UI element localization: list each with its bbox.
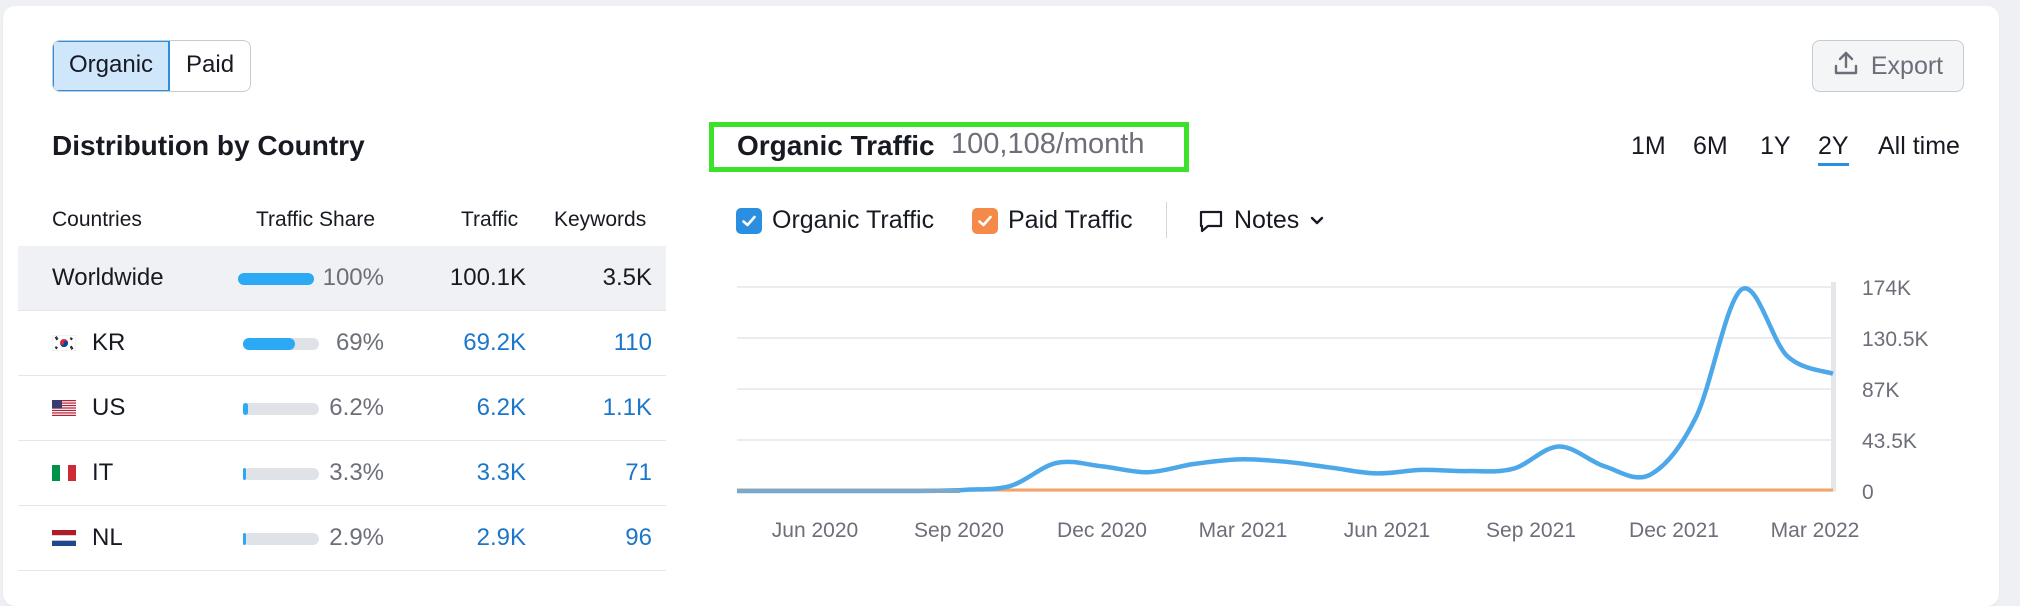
export-label: Export bbox=[1870, 51, 1944, 80]
country-name: KR bbox=[92, 329, 126, 356]
keywords-value[interactable]: 1.1K bbox=[602, 394, 652, 421]
table-row[interactable]: NL 2.9% 2.9K 96 bbox=[18, 506, 666, 571]
legend-organic[interactable]: Organic Traffic bbox=[736, 206, 934, 235]
traffic-value[interactable]: 6.2K bbox=[476, 394, 526, 421]
traffic-value[interactable]: 2.9K bbox=[476, 524, 526, 551]
legend-paid-label: Paid Traffic bbox=[1008, 206, 1133, 234]
organic-traffic-value: 100,108/month bbox=[951, 128, 1145, 160]
traffic-share-value: 2.9% bbox=[329, 524, 384, 551]
table-row[interactable]: US 6.2% 6.2K 1.1K bbox=[18, 376, 666, 441]
keywords-value[interactable]: 110 bbox=[613, 329, 652, 356]
y-tick-label: 87K bbox=[1862, 379, 1899, 402]
period-2y[interactable]: 2Y bbox=[1818, 132, 1849, 166]
comment-icon bbox=[1198, 208, 1224, 234]
keywords-value: 3.5K bbox=[602, 264, 652, 291]
distribution-title: Distribution by Country bbox=[52, 130, 365, 161]
x-tick-label: Sep 2021 bbox=[1486, 519, 1576, 542]
export-button[interactable]: Export bbox=[1812, 40, 1964, 92]
period-1y[interactable]: 1Y bbox=[1760, 132, 1791, 160]
country-name: Worldwide bbox=[52, 264, 164, 291]
y-tick-label: 0 bbox=[1862, 481, 1874, 504]
table-row[interactable]: IT 3.3% 3.3K 71 bbox=[18, 441, 666, 506]
legend-divider bbox=[1166, 202, 1167, 238]
country-name: IT bbox=[92, 459, 114, 486]
current-period-marker bbox=[1831, 282, 1836, 491]
tab-paid[interactable]: Paid bbox=[170, 41, 251, 91]
it-flag-icon bbox=[52, 465, 76, 481]
organic-traffic-title: Organic Traffic bbox=[737, 130, 935, 161]
x-tick-label: Dec 2021 bbox=[1629, 519, 1719, 542]
us-flag-icon bbox=[52, 400, 76, 416]
x-tick-label: Mar 2022 bbox=[1771, 519, 1860, 542]
y-tick-label: 130.5K bbox=[1862, 328, 1929, 351]
x-tick-label: Jun 2020 bbox=[772, 519, 858, 542]
nl-flag-icon bbox=[52, 530, 76, 546]
traffic-share-value: 3.3% bbox=[329, 459, 384, 486]
country-name: NL bbox=[92, 524, 123, 551]
row-worldwide[interactable]: Worldwide 100% 100.1K 3.5K bbox=[18, 246, 666, 311]
checkbox-checked-icon bbox=[736, 207, 762, 234]
col-traffic: Traffic bbox=[461, 208, 519, 231]
traffic-share-bar bbox=[243, 468, 319, 480]
tab-organic[interactable]: Organic bbox=[53, 41, 171, 91]
chevron-down-icon bbox=[1309, 215, 1325, 227]
traffic-share-bar bbox=[243, 533, 319, 545]
notes-dropdown[interactable]: Notes bbox=[1198, 206, 1325, 235]
traffic-share-bar bbox=[243, 403, 319, 415]
traffic-value: 100.1K bbox=[449, 264, 526, 291]
traffic-share-bar bbox=[243, 338, 319, 350]
table-row[interactable]: KR 69% 69.2K 110 bbox=[18, 311, 666, 376]
period-1m[interactable]: 1M bbox=[1631, 132, 1666, 160]
legend-organic-label: Organic Traffic bbox=[772, 206, 935, 234]
keywords-value[interactable]: 71 bbox=[625, 459, 652, 486]
organic-traffic-chart: 174K 130.5K 87K 43.5K 0 Jun 2020 Sep 2020 Dec 2… bbox=[736, 277, 1929, 542]
y-tick-label: 43.5K bbox=[1862, 430, 1917, 453]
upload-icon bbox=[1833, 50, 1859, 83]
x-tick-label: Dec 2020 bbox=[1057, 519, 1147, 542]
traffic-share-bar bbox=[238, 273, 314, 285]
legend-paid[interactable]: Paid Traffic bbox=[972, 206, 1133, 235]
col-traffic-share: Traffic Share bbox=[256, 208, 376, 231]
highlight-box bbox=[709, 122, 1189, 172]
traffic-share-value: 6.2% bbox=[329, 394, 384, 421]
period-all-time[interactable]: All time bbox=[1878, 132, 1960, 160]
traffic-value[interactable]: 69.2K bbox=[463, 329, 526, 356]
x-tick-label: Mar 2021 bbox=[1199, 519, 1288, 542]
col-countries: Countries bbox=[52, 208, 142, 231]
checkbox-checked-icon bbox=[972, 207, 998, 234]
country-name: US bbox=[92, 394, 126, 421]
traffic-share-value: 100% bbox=[322, 264, 384, 291]
traffic-type-toggle: Organic Paid bbox=[52, 40, 252, 92]
col-keywords: Keywords bbox=[554, 208, 647, 231]
x-tick-label: Sep 2020 bbox=[914, 519, 1004, 542]
keywords-value[interactable]: 96 bbox=[625, 524, 652, 551]
period-6m[interactable]: 6M bbox=[1693, 132, 1728, 160]
y-tick-label: 174K bbox=[1862, 277, 1911, 300]
x-tick-label: Jun 2021 bbox=[1344, 519, 1430, 542]
notes-label: Notes bbox=[1234, 206, 1300, 234]
traffic-share-value: 69% bbox=[335, 329, 384, 356]
kr-flag-icon bbox=[51, 334, 77, 352]
traffic-value[interactable]: 3.3K bbox=[476, 459, 526, 486]
